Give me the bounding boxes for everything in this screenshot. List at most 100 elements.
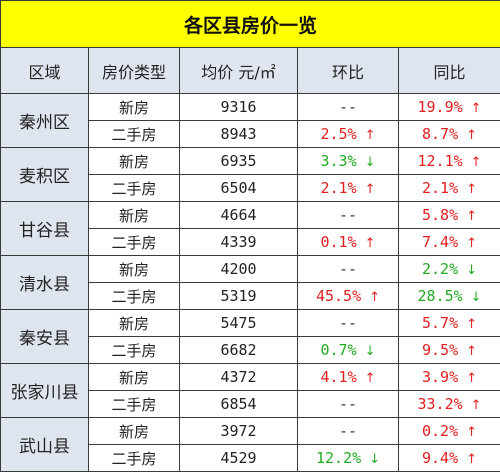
housing-type: 二手房: [88, 282, 180, 310]
arrow-down-icon: ↓: [466, 263, 478, 278]
header-district: 区域: [0, 47, 89, 94]
average-price: 6504: [179, 174, 298, 202]
yoy-cell: 3.9% ↑: [397, 363, 500, 391]
average-price: 4339: [179, 228, 298, 256]
yoy-value: 9.4%: [422, 449, 459, 467]
district-name: 张家川县: [0, 363, 89, 418]
header-price: 均价 元/㎡: [179, 47, 298, 94]
average-price: 6682: [179, 336, 298, 364]
yoy-value: 7.4%: [422, 233, 459, 251]
housing-type: 新房: [88, 93, 180, 121]
yoy-value: 28.5%: [417, 287, 463, 305]
housing-type: 二手房: [88, 390, 180, 418]
table-row: 二手房 4529 12.2% ↓ 9.4% ↑: [1, 444, 500, 472]
yoy-cell: 8.7% ↑: [397, 120, 500, 148]
mom-cell: --: [297, 309, 399, 337]
average-price: 3972: [179, 417, 298, 445]
header-row: 区域 房价类型 均价 元/㎡ 环比 同比: [0, 47, 500, 94]
mom-value: --: [338, 98, 358, 116]
housing-type: 新房: [88, 417, 180, 445]
arrow-up-icon: ↑: [466, 317, 478, 332]
mom-cell: --: [297, 201, 399, 229]
yoy-cell: 19.9% ↑: [397, 93, 500, 121]
arrow-down-icon: ↓: [470, 290, 482, 305]
table-row: 二手房 6504 2.1% ↑ 2.1% ↑: [1, 174, 500, 202]
mom-value: --: [338, 422, 358, 440]
mom-cell: --: [297, 390, 399, 418]
mom-value: 2.5%: [320, 125, 357, 143]
arrow-up-icon: ↑: [470, 101, 482, 116]
mom-value: 2.1%: [320, 179, 357, 197]
yoy-cell: 5.8% ↑: [397, 201, 500, 229]
arrow-up-icon: ↑: [466, 344, 478, 359]
average-price: 4664: [179, 201, 298, 229]
arrow-up-icon: ↑: [470, 155, 482, 170]
housing-type: 新房: [88, 363, 180, 391]
yoy-value: 19.9%: [417, 98, 463, 116]
housing-type: 二手房: [88, 444, 180, 472]
mom-cell: 2.1% ↑: [297, 174, 399, 202]
district-name: 武山县: [0, 417, 89, 472]
mom-value: 0.1%: [320, 233, 357, 251]
yoy-value: 5.7%: [422, 314, 459, 332]
yoy-value: 12.1%: [417, 152, 463, 170]
yoy-cell: 33.2% ↑: [397, 390, 500, 418]
yoy-cell: 9.4% ↑: [397, 444, 500, 472]
housing-type: 二手房: [88, 174, 180, 202]
yoy-value: 8.7%: [422, 125, 459, 143]
yoy-cell: 5.7% ↑: [397, 309, 500, 337]
average-price: 6854: [179, 390, 298, 418]
yoy-value: 5.8%: [422, 206, 459, 224]
arrow-up-icon: ↑: [466, 425, 478, 440]
mom-cell: --: [297, 255, 399, 283]
mom-value: --: [338, 260, 358, 278]
table-body: 秦州区 新房 9316 -- 19.9% ↑ 二手房 8943 2.5% ↑ 8.7% ↑ 麦积区 新房 6…: [0, 93, 500, 472]
yoy-value: 2.2%: [422, 260, 459, 278]
yoy-value: 0.2%: [422, 422, 459, 440]
housing-type: 二手房: [88, 120, 180, 148]
yoy-value: 2.1%: [422, 179, 459, 197]
mom-cell: 3.3% ↓: [297, 147, 399, 175]
mom-cell: 4.1% ↑: [297, 363, 399, 391]
average-price: 4372: [179, 363, 298, 391]
yoy-cell: 0.2% ↑: [397, 417, 500, 445]
yoy-value: 3.9%: [422, 368, 459, 386]
arrow-up-icon: ↑: [466, 452, 478, 467]
average-price: 8943: [179, 120, 298, 148]
arrow-up-icon: ↑: [466, 182, 478, 197]
average-price: 4529: [179, 444, 298, 472]
yoy-cell: 2.1% ↑: [397, 174, 500, 202]
district-name: 秦安县: [0, 309, 89, 364]
mom-cell: --: [297, 93, 399, 121]
table-row: 甘谷县 新房 4664 -- 5.8% ↑: [0, 201, 500, 256]
arrow-down-icon: ↓: [364, 344, 376, 359]
table-row: 张家川县 新房 4372 4.1% ↑ 3.9% ↑: [0, 363, 500, 418]
table-row: 二手房 8943 2.5% ↑ 8.7% ↑: [1, 120, 500, 148]
arrow-up-icon: ↑: [466, 371, 478, 386]
mom-value: 4.1%: [320, 368, 357, 386]
mom-cell: 45.5% ↑: [297, 282, 399, 310]
average-price: 4200: [179, 255, 298, 283]
average-price: 9316: [179, 93, 298, 121]
table-row: 二手房 5319 45.5% ↑ 28.5% ↓: [1, 282, 500, 310]
yoy-value: 33.2%: [417, 395, 463, 413]
header-mom: 环比: [297, 47, 399, 94]
mom-value: 0.7%: [320, 341, 357, 359]
yoy-cell: 7.4% ↑: [397, 228, 500, 256]
average-price: 5475: [179, 309, 298, 337]
housing-type: 新房: [88, 147, 180, 175]
mom-cell: 2.5% ↑: [297, 120, 399, 148]
header-yoy: 同比: [397, 47, 500, 94]
arrow-up-icon: ↑: [364, 182, 376, 197]
arrow-up-icon: ↑: [364, 236, 376, 251]
arrow-up-icon: ↑: [369, 290, 381, 305]
header-type: 房价类型: [88, 47, 180, 94]
table-row: 清水县 新房 4200 -- 2.2% ↓: [0, 255, 500, 310]
yoy-cell: 2.2% ↓: [397, 255, 500, 283]
housing-type: 二手房: [88, 336, 180, 364]
table-row: 秦安县 新房 5475 -- 5.7% ↑: [0, 309, 500, 364]
mom-value: --: [338, 206, 358, 224]
arrow-up-icon: ↑: [466, 236, 478, 251]
mom-value: --: [338, 395, 358, 413]
